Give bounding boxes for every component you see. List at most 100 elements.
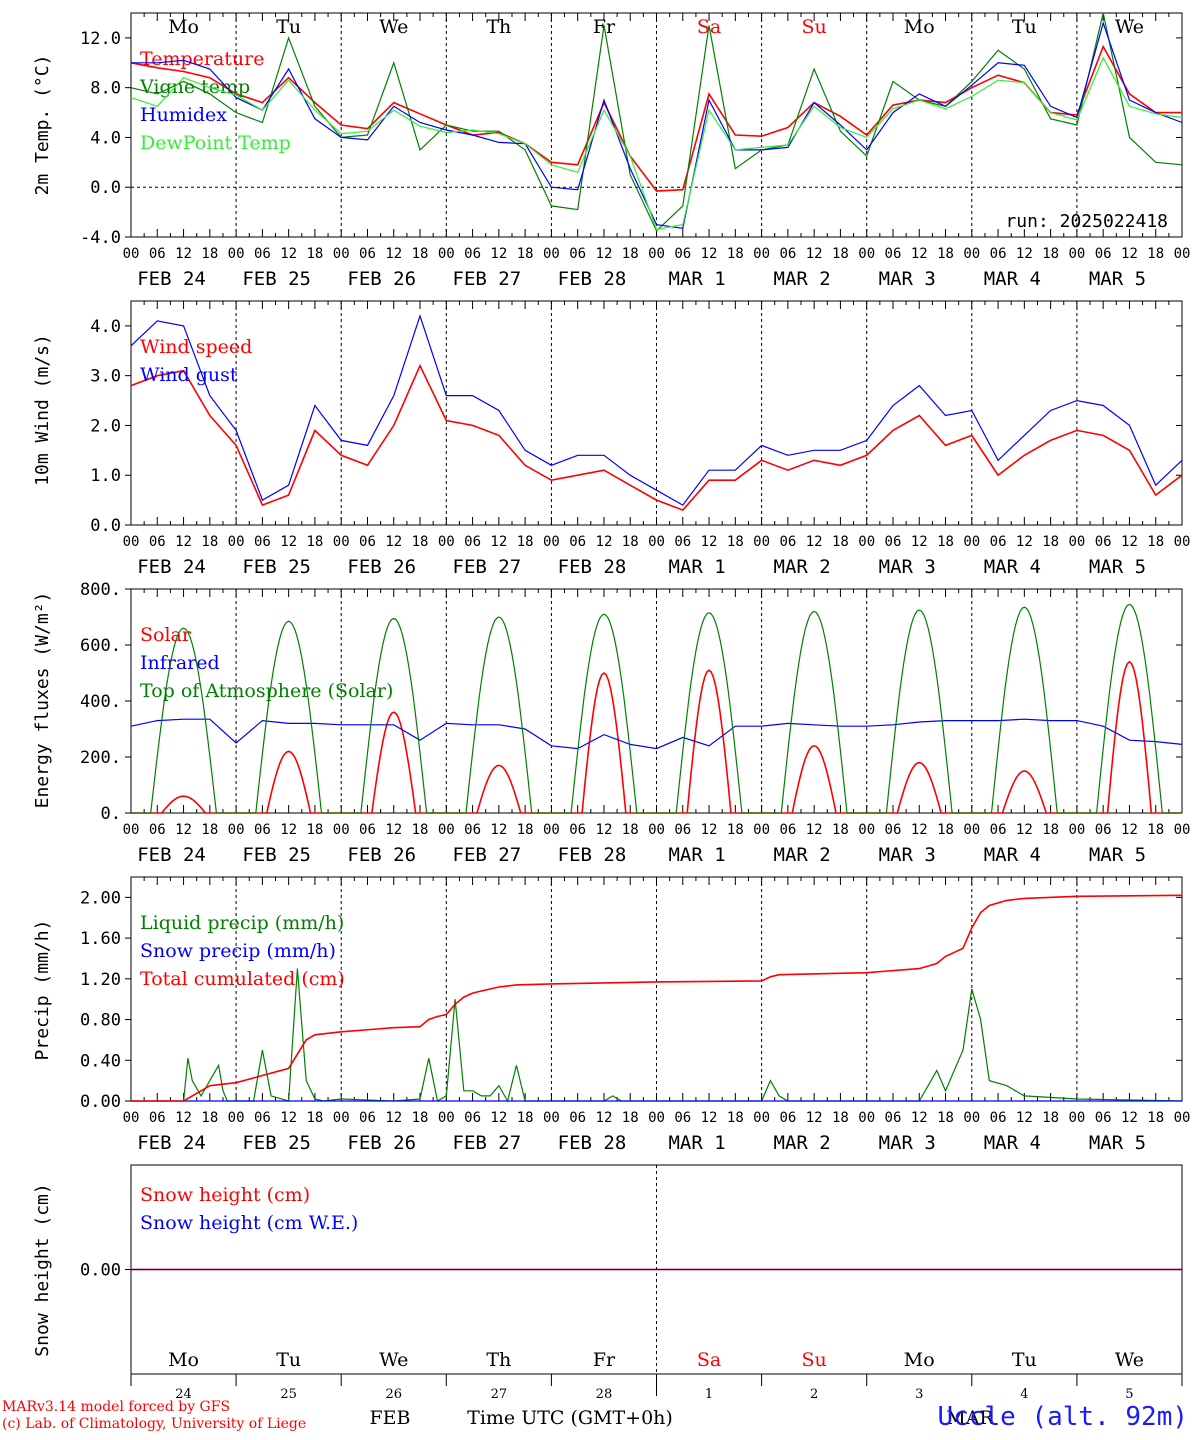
day-name: We: [1115, 1349, 1144, 1371]
date-label: MAR 4: [984, 1132, 1041, 1154]
hour-label: 06: [779, 534, 796, 550]
y-tick-label: 1.20: [80, 970, 121, 990]
day-name: Mo: [904, 16, 935, 38]
legend-entry: Liquid precip (mm/h): [140, 912, 344, 934]
hour-label: 00: [648, 1110, 665, 1126]
day-name: We: [379, 1349, 408, 1371]
date-label: MAR 5: [1089, 556, 1146, 578]
hour-label: 12: [1121, 246, 1138, 262]
date-label: MAR 5: [1089, 844, 1146, 866]
hour-label: 00: [333, 1110, 350, 1126]
legend-entry: Humidex: [140, 104, 227, 126]
day-name: Tu: [1012, 1349, 1037, 1371]
date-label: MAR 1: [668, 1132, 725, 1154]
hour-label: 00: [543, 822, 560, 838]
day-number: 28: [596, 1387, 613, 1402]
day-number: 1: [705, 1387, 713, 1402]
y-axis-label: 10m Wind (m/s): [32, 334, 53, 486]
y-tick-label: 0.0: [90, 516, 121, 536]
hour-label: 12: [596, 822, 613, 838]
hour-label: 12: [701, 1110, 718, 1126]
day-name: We: [1115, 16, 1144, 38]
hour-label: 06: [1095, 246, 1112, 262]
hour-label: 18: [306, 822, 323, 838]
hour-label: 18: [412, 534, 429, 550]
legend-entry: Snow precip (mm/h): [140, 940, 336, 962]
hour-label: 12: [385, 1110, 402, 1126]
hour-label: 18: [412, 246, 429, 262]
day-name: Su: [802, 1349, 827, 1371]
hour-label: 00: [1174, 534, 1191, 550]
y-tick-label: 12.0: [80, 29, 121, 49]
date-label: MAR 2: [774, 1132, 831, 1154]
hour-label: 06: [990, 822, 1007, 838]
hour-label: 18: [1042, 822, 1059, 838]
hour-label: 18: [1042, 246, 1059, 262]
hour-label: 18: [517, 1110, 534, 1126]
hour-label: 12: [490, 246, 507, 262]
hour-label: 18: [937, 822, 954, 838]
hour-label: 00: [753, 246, 770, 262]
hour-label: 00: [228, 534, 245, 550]
date-label: MAR 4: [984, 268, 1041, 290]
y-axis-label: Snow height (cm): [32, 1183, 53, 1356]
model-credit-line2: (c) Lab. of Climatology, University of L…: [2, 1416, 307, 1432]
day-name: Mo: [168, 1349, 199, 1371]
date-label: FEB 24: [137, 844, 206, 866]
date-label: FEB 28: [558, 1132, 627, 1154]
series-line-dewpoint-temp: [130, 56, 1183, 231]
y-tick-label: 0.0: [90, 178, 121, 198]
hour-label: 00: [333, 822, 350, 838]
hour-label: 00: [1068, 534, 1085, 550]
hour-label: 06: [359, 822, 376, 838]
hour-label: 00: [648, 534, 665, 550]
hour-label: 00: [123, 822, 140, 838]
hour-label: 12: [701, 534, 718, 550]
hour-label: 00: [123, 1110, 140, 1126]
hour-label: 06: [885, 1110, 902, 1126]
hour-label: 18: [1147, 1110, 1164, 1126]
hour-label: 00: [1174, 822, 1191, 838]
hour-label: 06: [990, 534, 1007, 550]
hour-label: 12: [385, 246, 402, 262]
y-tick-label: 0.: [101, 804, 121, 824]
hour-label: 18: [622, 534, 639, 550]
hour-label: 12: [490, 822, 507, 838]
hour-label: 00: [753, 534, 770, 550]
panel-frame: [130, 300, 1183, 526]
hour-label: 12: [596, 246, 613, 262]
y-tick-label: 0.80: [80, 1011, 121, 1031]
day-name: Th: [486, 16, 511, 38]
hour-label: 12: [1016, 246, 1033, 262]
hour-label: 12: [806, 1110, 823, 1126]
date-label: MAR 1: [668, 844, 725, 866]
date-label: FEB 28: [558, 556, 627, 578]
day-name: Sa: [697, 1349, 721, 1371]
y-tick-label: 4.0: [90, 317, 121, 337]
hour-label: 06: [464, 534, 481, 550]
hour-label: 18: [727, 822, 744, 838]
hour-label: 12: [701, 822, 718, 838]
hour-label: 06: [674, 246, 691, 262]
hour-label: 12: [911, 1110, 928, 1126]
date-label: MAR 2: [774, 844, 831, 866]
day-name: Fr: [593, 16, 616, 38]
hour-label: 12: [175, 534, 192, 550]
date-label: MAR 3: [879, 1132, 936, 1154]
date-label: FEB 26: [347, 1132, 416, 1154]
date-label: MAR 2: [774, 268, 831, 290]
day-name: Th: [486, 1349, 511, 1371]
hour-label: 06: [149, 246, 166, 262]
hour-label: 06: [674, 1110, 691, 1126]
hour-label: 06: [1095, 822, 1112, 838]
hour-label: 18: [832, 246, 849, 262]
hour-label: 18: [201, 1110, 218, 1126]
hour-label: 18: [727, 246, 744, 262]
time-axis-label: Time UTC (GMT+0h): [467, 1407, 673, 1429]
model-credit: MARv3.14 model forced by GFS (c) Lab. of…: [2, 1399, 306, 1433]
hour-label: 12: [1121, 1110, 1138, 1126]
series-line-infrared: [130, 718, 1183, 750]
date-label: FEB 28: [558, 844, 627, 866]
y-tick-label: 1.60: [80, 929, 121, 949]
hour-label: 18: [1042, 1110, 1059, 1126]
